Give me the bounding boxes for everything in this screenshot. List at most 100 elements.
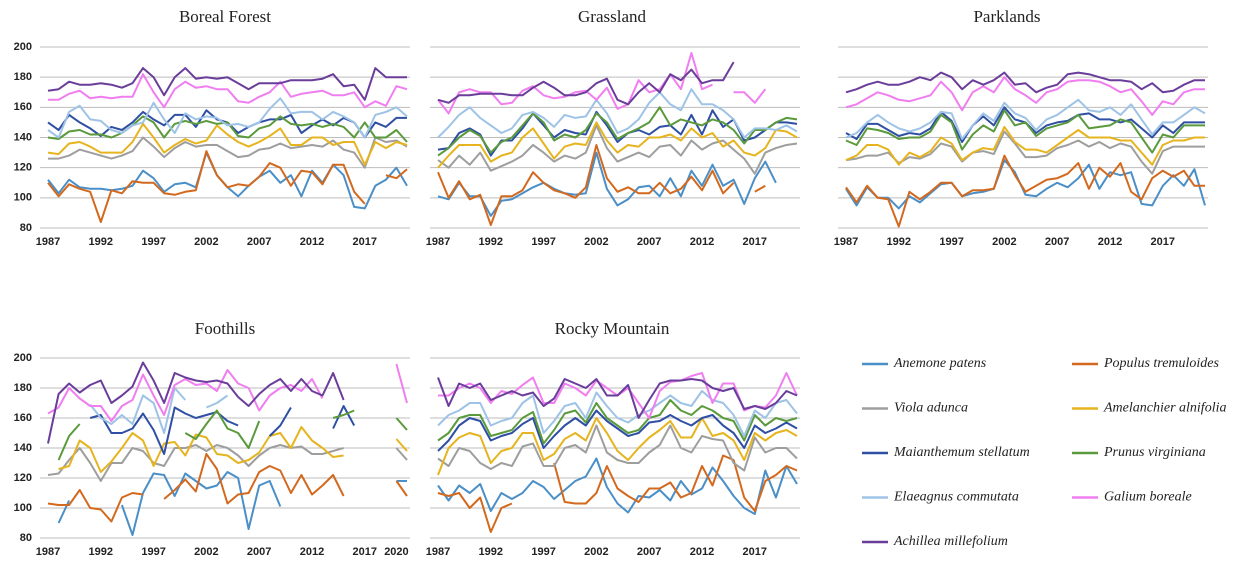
series-line [47,363,408,422]
x-tick-label: 1997 [531,236,555,248]
x-tick-label: 2017 [353,546,377,558]
x-tick-label: 1992 [89,236,113,248]
x-tick-label: 1992 [887,236,911,248]
x-tick-label: 2007 [1045,236,1069,248]
series-line [47,97,408,139]
series-line [90,388,248,433]
series-line [437,457,798,515]
y-tick-label: 160 [14,412,32,424]
x-tick-label: 1992 [479,546,503,558]
series-line [437,424,798,472]
x-tick-label: 2007 [637,546,661,558]
x-tick-label: 1997 [141,236,165,248]
panel-title: Foothills [195,319,255,338]
series-line [47,453,408,523]
y-tick-label: 200 [14,352,32,364]
series-line [48,136,408,169]
y-tick-label: 140 [14,131,32,143]
series-line [437,417,798,476]
series-line [58,426,408,473]
x-tick-label: 1997 [531,546,555,558]
series-line [437,144,766,226]
series-line [437,454,798,533]
x-tick-label: 2002 [194,546,218,558]
y-tick-label: 100 [14,192,32,204]
y-tick-label: 160 [14,101,32,113]
series-line [47,361,345,444]
y-tick-label: 140 [14,442,32,454]
series-line [845,154,1205,228]
y-tick-label: 100 [14,502,32,514]
legend-label: Anemone patens [893,356,987,371]
x-tick-label: 2002 [992,236,1016,248]
panel-title: Rocky Mountain [555,319,670,338]
series-line [845,71,1205,94]
y-tick-label: 180 [14,71,32,83]
y-tick-label: 80 [20,222,32,234]
series-line [47,115,408,143]
x-tick-label: 1987 [426,236,450,248]
panel-title: Boreal Forest [179,7,271,26]
series-line [89,405,356,455]
x-tick-label: 2007 [637,236,661,248]
x-tick-label: 1997 [141,546,165,558]
x-tick-label: 2012 [300,236,324,248]
series-line [437,124,798,175]
y-tick-label: 80 [20,532,32,544]
x-tick-label: 2020 [384,546,408,558]
x-tick-label: 1997 [939,236,963,248]
series-line [437,151,777,217]
series-line [437,121,798,169]
series-line [47,444,408,482]
series-line [48,73,408,109]
series-line [437,52,767,115]
x-tick-label: 2012 [690,236,714,248]
panel-title: Parklands [973,7,1040,26]
series-line [437,390,798,437]
legend-label: Maianthemum stellatum [893,445,1030,460]
series-line [47,122,408,166]
x-tick-label: 2017 [743,236,767,248]
series-line [57,471,407,536]
legend-label: Achillea millefolium [893,534,1008,549]
x-tick-label: 1987 [36,236,60,248]
series-line [845,125,1205,166]
series-line [57,409,408,461]
series-line [437,377,798,419]
x-tick-label: 1992 [479,236,503,248]
series-line [437,399,798,445]
x-tick-label: 1987 [426,546,450,558]
x-tick-label: 1987 [36,546,60,558]
x-tick-label: 2012 [1098,236,1122,248]
series-line [437,88,798,139]
x-tick-label: 2007 [247,546,271,558]
y-tick-label: 120 [14,162,32,174]
series-line [47,67,407,101]
x-tick-label: 2002 [584,546,608,558]
legend-label: Prunus virginiana [1103,445,1206,460]
series-line [437,61,735,106]
legend-label: Elaeagnus commutata [893,490,1019,505]
series-line [47,150,408,223]
x-tick-label: 2007 [247,236,271,248]
x-tick-label: 2002 [584,236,608,248]
x-tick-label: 2002 [194,236,218,248]
x-tick-label: 2012 [690,546,714,558]
x-tick-label: 2017 [743,546,767,558]
series-line [845,109,1205,154]
panel-title: Grassland [578,7,646,26]
legend-label: Viola adunca [894,401,968,416]
x-tick-label: 2012 [300,546,324,558]
series-line [437,106,798,157]
x-tick-label: 1992 [89,546,113,558]
series-line [845,98,1206,140]
y-tick-label: 200 [14,41,32,53]
y-tick-label: 120 [14,472,32,484]
x-tick-label: 1987 [834,236,858,248]
series-line [47,151,408,210]
legend-label: Populus tremuloides [1103,356,1220,371]
x-tick-label: 2017 [353,236,377,248]
legend-label: Amelanchier alnifolia [1103,401,1226,416]
series-line [845,130,1205,175]
